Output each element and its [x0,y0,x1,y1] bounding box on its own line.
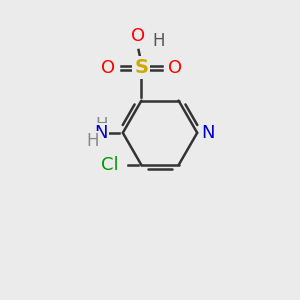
Text: H: H [86,132,98,150]
Text: N: N [202,124,215,142]
Text: N: N [94,124,108,142]
Text: S: S [134,58,148,77]
Text: O: O [131,27,146,45]
Text: Cl: Cl [101,156,119,174]
Text: H: H [152,32,165,50]
Text: O: O [101,59,115,77]
Text: O: O [168,59,182,77]
Text: H: H [95,116,108,134]
